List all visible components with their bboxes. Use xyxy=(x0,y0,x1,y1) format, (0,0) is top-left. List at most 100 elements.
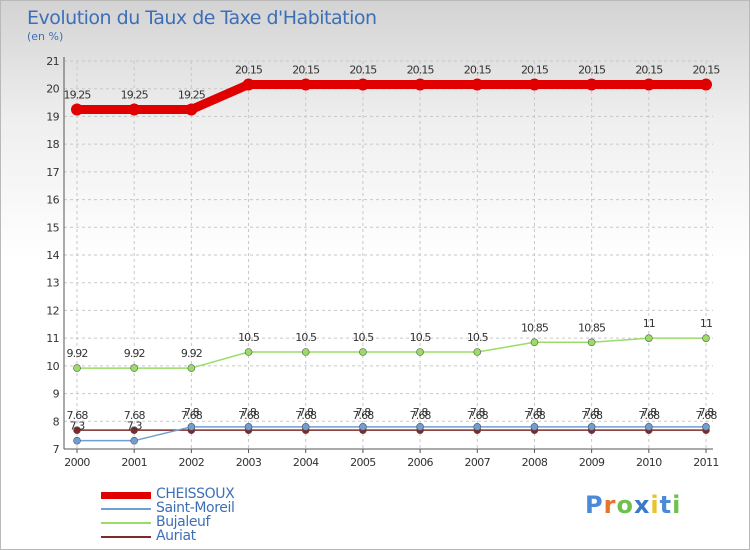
data-label: 7.8 xyxy=(470,406,486,419)
legend-label: Bujaleuf xyxy=(156,514,211,530)
data-point xyxy=(130,364,138,372)
chart-subtitle: (en %) xyxy=(27,30,64,43)
data-point xyxy=(73,436,81,445)
x-tick-label: 2009 xyxy=(579,456,605,469)
data-label: 7.68 xyxy=(124,409,146,422)
data-label: 7.68 xyxy=(696,409,718,422)
y-tick-label: 17 xyxy=(46,166,59,179)
proxiti-logo: Proxiti xyxy=(585,491,681,519)
legend-item: Bujaleuf xyxy=(101,514,341,530)
y-tick-label: 15 xyxy=(46,221,59,234)
data-label: 10.85 xyxy=(521,321,549,334)
grid-lines xyxy=(64,60,713,450)
data-point xyxy=(528,78,541,91)
x-tick-label: 2003 xyxy=(236,456,262,469)
data-point xyxy=(244,348,253,356)
series-layer xyxy=(71,78,712,445)
data-label: 7.68 xyxy=(581,409,603,422)
data-label: 20.15 xyxy=(292,64,320,77)
data-point xyxy=(128,103,141,116)
logo-letter: i xyxy=(650,491,660,519)
data-label: 7.68 xyxy=(181,409,203,422)
data-point xyxy=(416,423,424,431)
y-tick-label: 16 xyxy=(46,194,59,207)
x-tick-label: 2010 xyxy=(636,456,662,469)
y-tick-label: 13 xyxy=(46,277,59,290)
data-point xyxy=(414,78,427,91)
data-label: 7.8 xyxy=(298,406,314,419)
y-tick-label: 7 xyxy=(53,443,60,456)
legend-label: CHEISSOUX xyxy=(156,486,235,502)
x-tick-label: 2004 xyxy=(293,456,319,469)
legend-swatch xyxy=(101,508,151,510)
data-point xyxy=(642,78,655,91)
data-point xyxy=(587,423,596,431)
data-point xyxy=(299,78,312,91)
data-label: 7.8 xyxy=(356,406,372,419)
data-point xyxy=(645,334,653,342)
data-point xyxy=(301,348,310,356)
data-point xyxy=(242,78,255,91)
data-label: 10.5 xyxy=(352,331,374,344)
y-tick-label: 8 xyxy=(53,415,60,428)
data-point xyxy=(185,103,198,116)
data-label: 10.5 xyxy=(467,331,489,344)
data-label: 20.15 xyxy=(464,64,492,77)
data-point xyxy=(71,103,83,116)
data-point xyxy=(73,364,81,372)
data-label: 7.68 xyxy=(238,409,260,422)
data-label: 7.68 xyxy=(524,409,546,422)
data-label: 20.15 xyxy=(693,64,721,77)
data-point xyxy=(700,78,712,91)
data-label: 7.8 xyxy=(584,406,600,419)
data-point xyxy=(130,426,138,434)
series-line-bujaleuf xyxy=(77,337,706,369)
data-point xyxy=(359,423,367,431)
data-point xyxy=(530,338,539,347)
x-tick-label: 2006 xyxy=(407,456,433,469)
data-point xyxy=(471,78,484,91)
data-point xyxy=(416,348,424,356)
data-point xyxy=(530,423,539,431)
data-label: 7.8 xyxy=(699,406,715,419)
data-label: 7.8 xyxy=(413,406,429,419)
logo-letter: x xyxy=(633,491,651,519)
logo-letter: t xyxy=(659,491,673,519)
legend-swatch xyxy=(101,522,151,524)
y-tick-label: 11 xyxy=(46,332,59,345)
data-point xyxy=(587,338,596,347)
data-point xyxy=(359,348,367,356)
y-tick-label: 10 xyxy=(46,360,59,373)
y-tick-label: 14 xyxy=(46,249,59,262)
logo-letter: o xyxy=(616,491,634,519)
y-tick-label: 12 xyxy=(46,304,59,317)
data-label: 10.5 xyxy=(410,331,432,344)
data-label: 19.25 xyxy=(121,89,149,102)
legend-item: CHEISSOUX xyxy=(101,486,341,502)
data-point xyxy=(702,423,710,431)
data-point xyxy=(187,423,196,431)
axes: 7 8 9 10 11 12 13 14 15 16 17 18 19 20 21 2000 2001 2002 2… xyxy=(46,55,719,469)
logo-letter: P xyxy=(585,491,604,519)
data-point xyxy=(645,423,653,431)
series-line-saint-moreil xyxy=(77,426,706,442)
data-label: 10.85 xyxy=(578,321,606,334)
data-labels: 19.25 19.25 19.25 20.15 20.15 20.15 20.15 20.15… xyxy=(64,64,722,433)
data-point xyxy=(244,423,253,431)
data-label: 7.8 xyxy=(184,406,200,419)
data-point xyxy=(702,334,710,342)
data-label: 11 xyxy=(643,317,655,330)
y-tick-label: 21 xyxy=(46,55,59,68)
legend-item: Auriat xyxy=(101,528,341,544)
data-point xyxy=(301,423,310,431)
chart-title: Evolution du Taux de Taxe d'Habitation xyxy=(27,7,377,29)
data-point xyxy=(585,78,598,91)
data-label: 7.8 xyxy=(641,406,657,419)
data-label: 7.68 xyxy=(410,409,432,422)
x-tick-label: 2002 xyxy=(179,456,205,469)
data-label: 20.15 xyxy=(407,64,435,77)
data-label: 20.15 xyxy=(635,64,663,77)
data-point xyxy=(356,78,369,91)
series-line-cheissoux xyxy=(77,80,706,114)
